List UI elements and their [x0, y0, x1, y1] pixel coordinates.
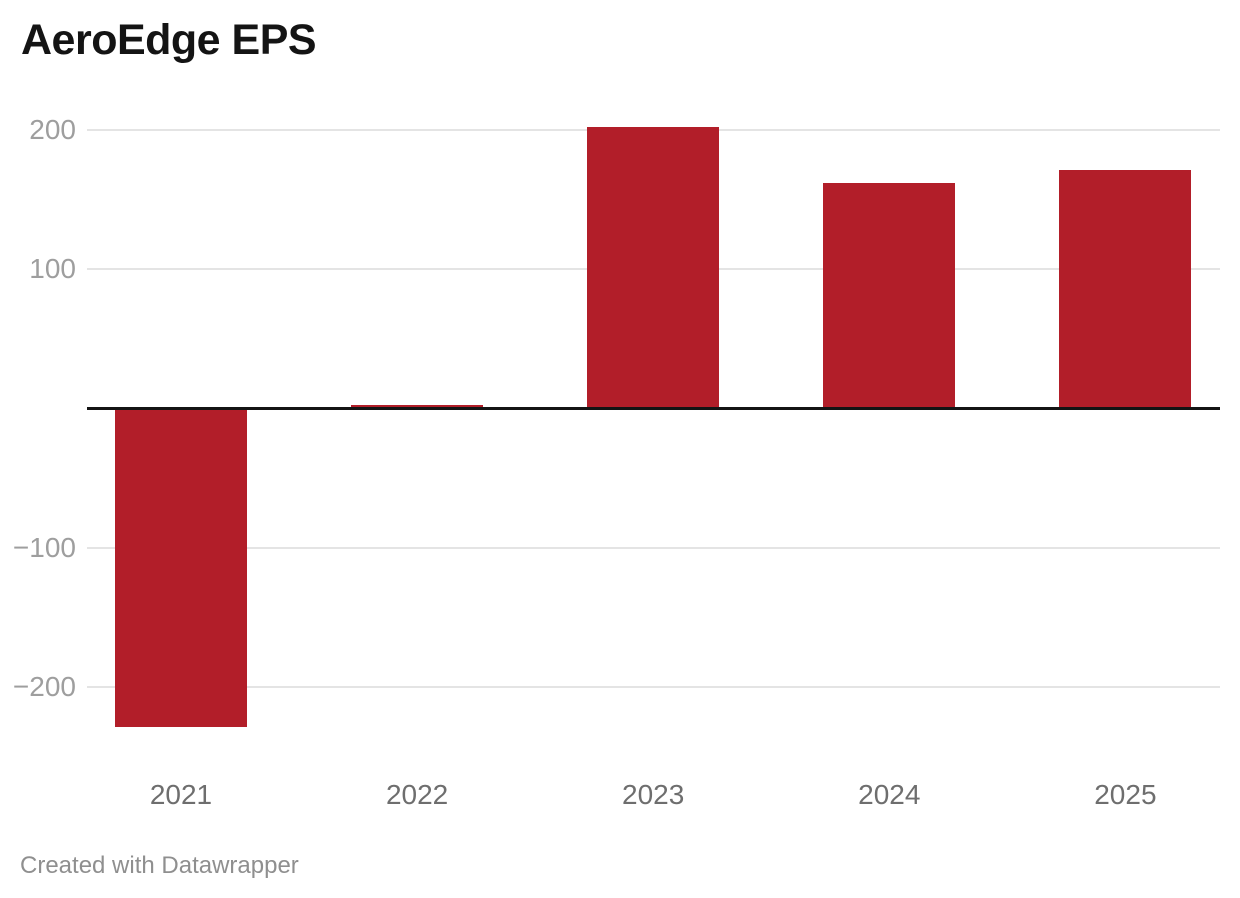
x-axis-tick-label: 2022 — [385, 779, 449, 810]
x-axis-tick-label: 2024 — [858, 779, 921, 810]
x-axis-tick-label: 2021 — [149, 779, 213, 810]
y-gridline — [87, 686, 1220, 688]
y-axis-tick-label: 100 — [29, 253, 76, 285]
attribution: Created with Datawrapper — [20, 852, 299, 879]
bar-2023[interactable] — [587, 127, 720, 409]
bar-2021[interactable] — [115, 408, 247, 728]
y-gridline — [87, 546, 1220, 549]
bar-2022[interactable] — [351, 405, 484, 409]
zero-baseline — [87, 407, 1220, 410]
x-axis-tick-label: 2025 — [1094, 779, 1157, 810]
y-axis-tick-label: −200 — [12, 671, 76, 702]
bar-2024[interactable] — [823, 182, 956, 409]
bar-2025[interactable] — [1059, 170, 1192, 409]
chart-title: AeroEdge EPS — [21, 16, 317, 64]
y-axis-tick-label: 200 — [29, 114, 76, 145]
y-axis-tick-label: −100 — [12, 531, 76, 563]
x-axis-tick-label: 2023 — [622, 779, 685, 810]
